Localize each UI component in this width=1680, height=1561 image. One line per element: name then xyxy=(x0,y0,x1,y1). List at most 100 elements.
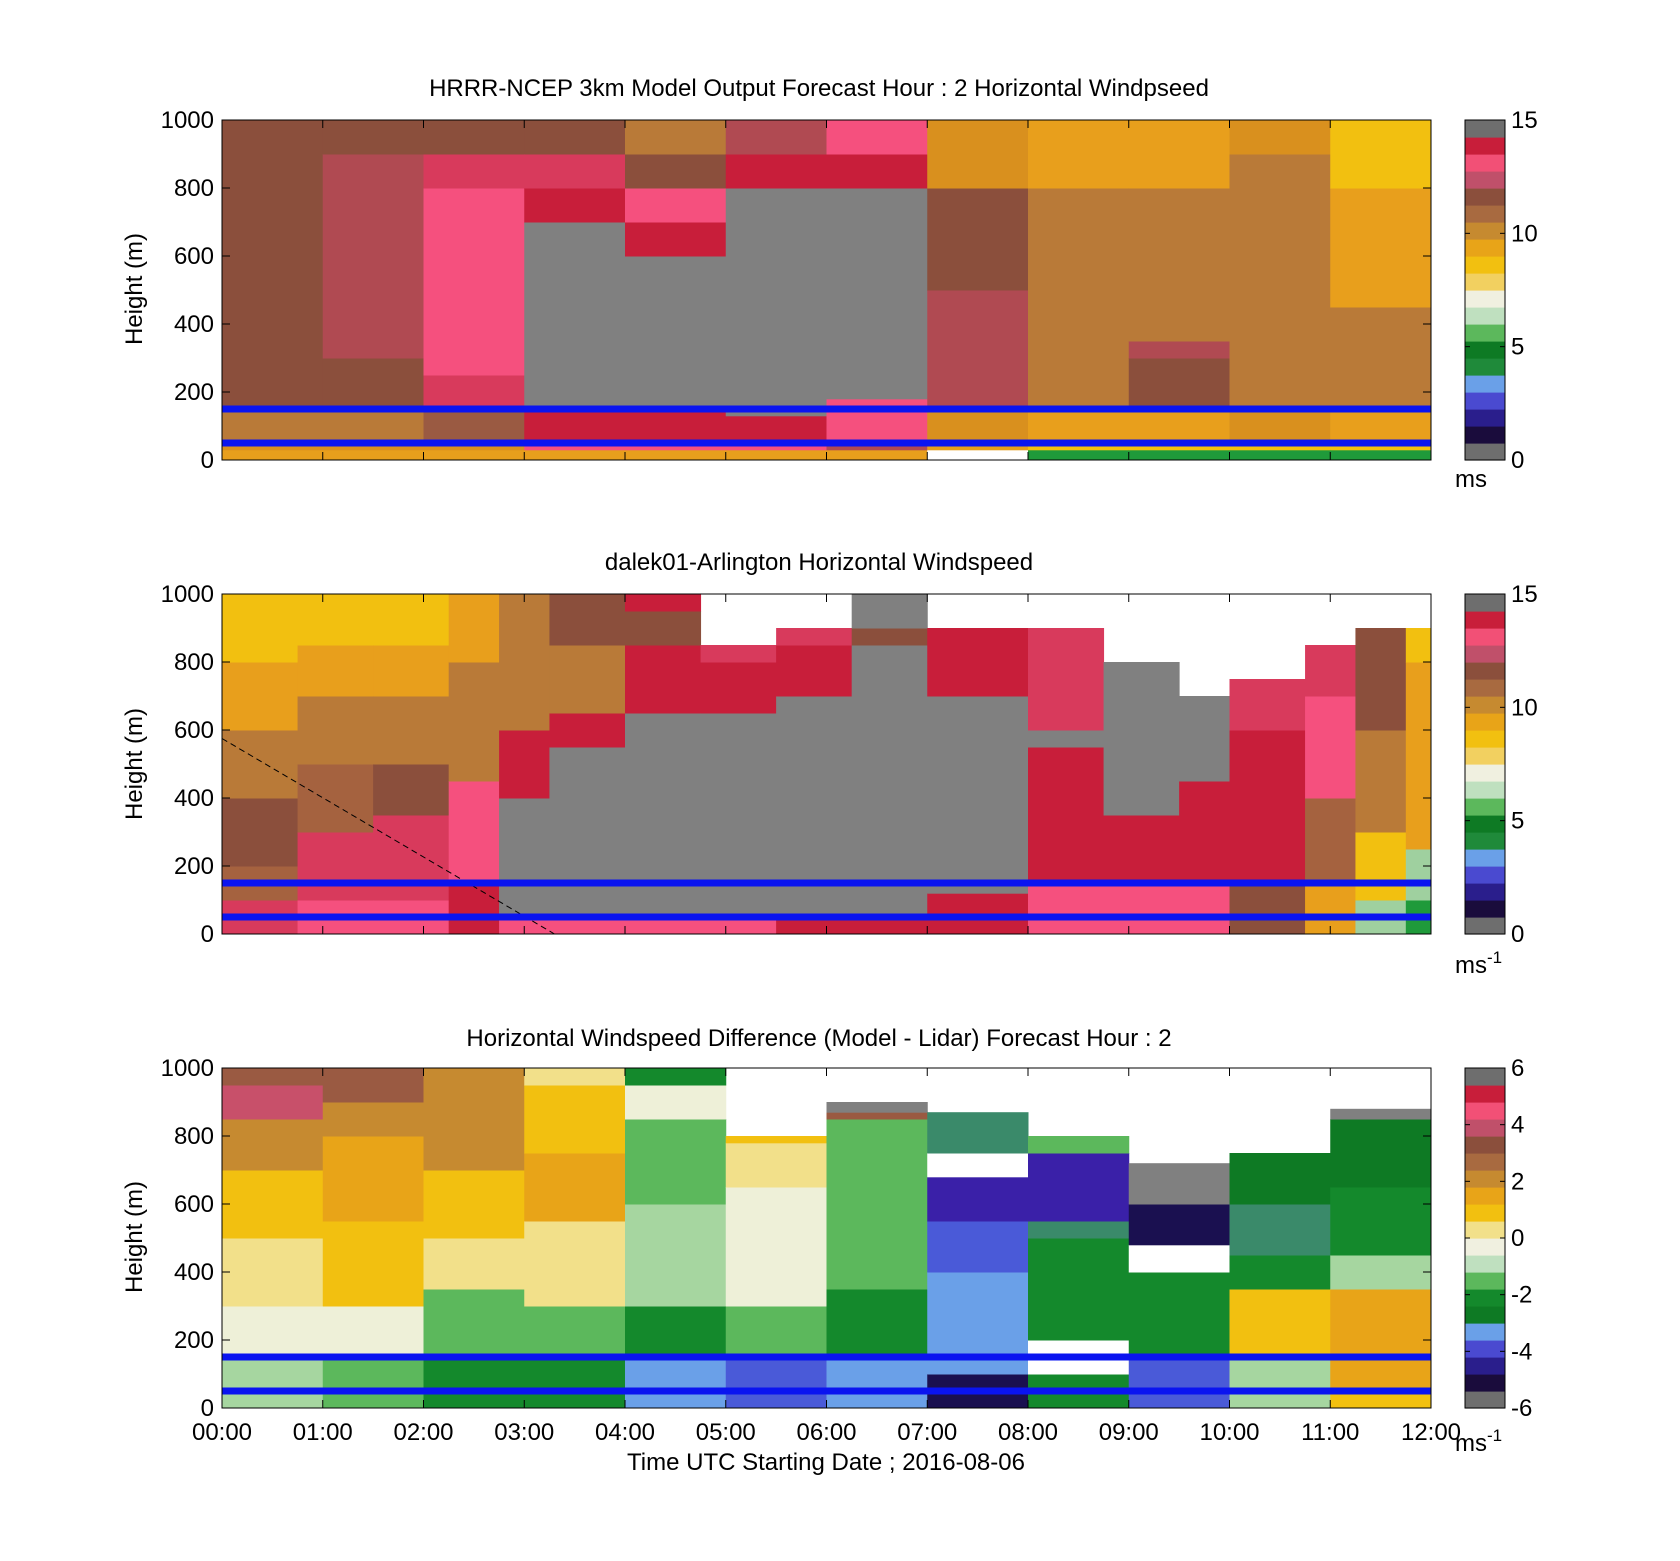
heatmap-cell xyxy=(524,188,626,223)
x-tick-label: 06:00 xyxy=(796,1419,856,1446)
y-tick-label: 1000 xyxy=(161,581,214,608)
heatmap-cell xyxy=(373,645,450,697)
heatmap-cell xyxy=(1330,409,1432,441)
heatmap-cell xyxy=(1405,849,1432,901)
heatmap-cell xyxy=(1330,188,1432,308)
heatmap-cell xyxy=(1028,730,1105,748)
heatmap-cell xyxy=(549,645,626,714)
heatmap-cell xyxy=(222,1170,324,1239)
y-tick-label: 200 xyxy=(174,853,214,880)
heatmap-cell xyxy=(549,713,626,748)
heatmap-cell xyxy=(322,120,424,155)
heatmap-cell xyxy=(625,594,702,612)
colorbar-segment xyxy=(1465,222,1505,240)
heatmap-cell xyxy=(625,1119,727,1205)
colorbar-segment xyxy=(1465,917,1505,935)
heatmap-cell xyxy=(1330,1187,1432,1256)
heatmap-cell xyxy=(423,188,525,376)
heatmap-cell xyxy=(524,1357,626,1409)
colorbar-segment xyxy=(1465,256,1505,274)
heatmap-cell xyxy=(927,1176,1029,1222)
heatmap-cell xyxy=(322,1068,424,1103)
panel-title: dalek01-Arlington Horizontal Windspeed xyxy=(605,549,1033,576)
colorbar-segment xyxy=(1465,307,1505,325)
heatmap-cell xyxy=(1229,449,1331,461)
y-tick-label: 800 xyxy=(174,175,214,202)
heatmap-cell xyxy=(1028,449,1130,461)
heatmap-cell xyxy=(625,1357,727,1409)
heatmap-cell xyxy=(1229,409,1331,441)
colorbar-tick-label: -2 xyxy=(1511,1282,1532,1309)
heatmap-cell xyxy=(725,188,827,417)
heatmap-cell xyxy=(1179,883,1230,935)
heatmap-cell xyxy=(927,628,1029,697)
colorbar-segment xyxy=(1465,730,1505,748)
heatmap-cell xyxy=(725,120,827,155)
heatmap-cell xyxy=(1229,1255,1331,1290)
heatmap-cells xyxy=(222,120,1432,461)
colorbar-segment xyxy=(1465,1289,1505,1307)
heatmap-cell xyxy=(625,188,727,223)
heatmap-cell xyxy=(927,409,1029,441)
heatmap-cell xyxy=(1128,1204,1230,1246)
colorbar-unit: ms-1 xyxy=(1455,948,1502,979)
x-tick-label: 03:00 xyxy=(494,1419,554,1446)
panel-model: HRRR-NCEP 3km Model Output Forecast Hour… xyxy=(121,75,1538,493)
heatmap-cell xyxy=(1229,154,1331,410)
heatmap-cell xyxy=(625,1085,727,1120)
colorbar-segment xyxy=(1465,324,1505,342)
colorbar-segment xyxy=(1465,713,1505,731)
colorbar-segment xyxy=(1465,341,1505,359)
heatmap-cell xyxy=(222,1238,324,1307)
x-tick-label: 01:00 xyxy=(293,1419,353,1446)
y-tick-label: 800 xyxy=(174,649,214,676)
heatmap-cell xyxy=(423,120,525,155)
heatmap-cell xyxy=(222,120,324,410)
heatmap-cell xyxy=(1128,449,1230,461)
heatmap-cell xyxy=(625,154,727,189)
heatmap-cell xyxy=(322,449,424,461)
axes: 0 200 400 600 800 1000 xyxy=(161,1055,1432,1422)
heatmap-cell xyxy=(625,611,702,646)
heatmap-cell xyxy=(423,1068,525,1171)
colorbar-segment xyxy=(1465,375,1505,393)
heatmap-cell xyxy=(423,154,525,189)
colorbar-segment xyxy=(1465,764,1505,782)
colorbar-unit: ms xyxy=(1455,466,1487,493)
heatmap-cell xyxy=(1405,662,1432,850)
colorbar-segment xyxy=(1465,611,1505,629)
heatmap-cell xyxy=(826,449,928,461)
heatmap-cell xyxy=(625,645,702,714)
colorbar-tick-label: 10 xyxy=(1511,220,1538,247)
colorbar-segment xyxy=(1465,1357,1505,1375)
colorbar-segment xyxy=(1465,1374,1505,1392)
colorbar-segment xyxy=(1465,1085,1505,1103)
heatmap-cell xyxy=(524,1306,626,1358)
colorbar: -6 -4 -2 0 2 4 6 xyxy=(1464,1055,1532,1422)
heatmap-cell xyxy=(524,449,626,461)
colorbar: 0 5 10 15 xyxy=(1464,581,1538,948)
y-axis-label: Height (m) xyxy=(121,708,148,820)
heatmap-cell xyxy=(524,1153,626,1222)
heatmap-cell xyxy=(1229,1204,1331,1256)
heatmap-cell xyxy=(1355,730,1407,833)
heatmap-cell xyxy=(625,1204,727,1307)
x-tick-label: 11:00 xyxy=(1301,1419,1359,1446)
heatmap-cell xyxy=(1103,883,1180,935)
y-axis-label: Height (m) xyxy=(121,1181,148,1293)
colorbar-segment xyxy=(1465,696,1505,714)
heatmap-cell xyxy=(725,415,827,441)
colorbar-segment xyxy=(1465,1221,1505,1239)
colorbar-tick-label: 6 xyxy=(1511,1055,1524,1082)
heatmap-cell xyxy=(222,1068,324,1086)
heatmap-cell xyxy=(222,798,299,867)
colorbar-segment xyxy=(1465,849,1505,867)
colorbar-segment xyxy=(1465,1136,1505,1154)
y-tick-label: 800 xyxy=(174,1123,214,1150)
heatmap-cell xyxy=(1128,1272,1230,1358)
heatmap-cell xyxy=(1330,307,1432,410)
colorbar-segment xyxy=(1465,883,1505,901)
heatmap-cell xyxy=(927,1112,1029,1154)
colorbar-segment xyxy=(1465,426,1505,444)
colorbar-segment xyxy=(1465,205,1505,223)
